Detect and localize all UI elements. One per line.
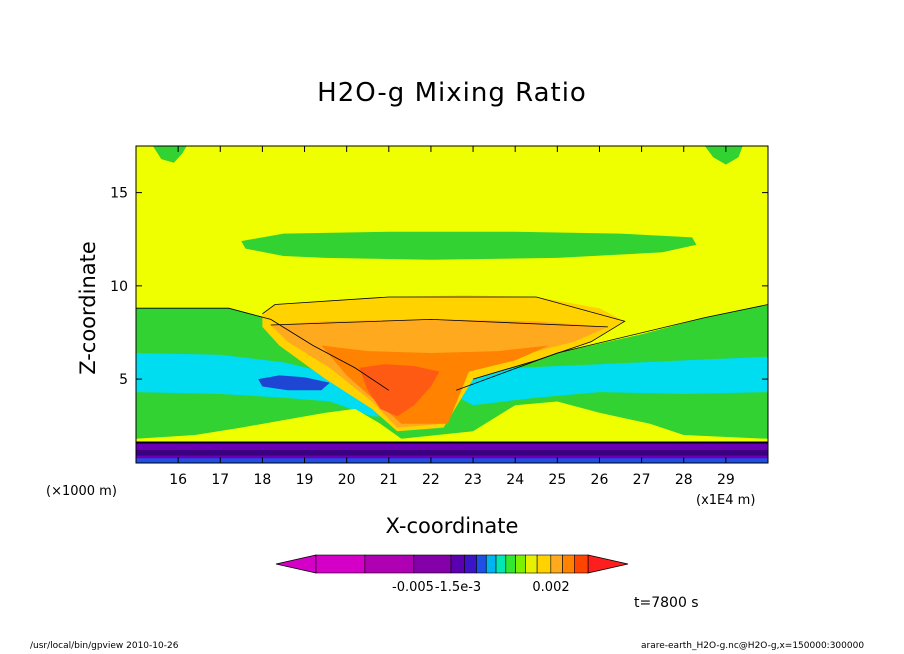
chart-title: H2O-g Mixing Ratio — [317, 78, 587, 108]
x-tick-label: 26 — [591, 472, 609, 488]
y-axis-label: Z-coordinate — [76, 241, 100, 375]
colorbar-bin — [525, 554, 538, 574]
colorbar-arrow-right — [587, 554, 629, 574]
colorbar-tick-label: -0.005 — [392, 580, 434, 595]
x-tick-label: 17 — [211, 472, 229, 488]
colorbar-bin — [485, 554, 497, 574]
region-surface-blue — [136, 458, 768, 463]
colorbar-bin — [315, 554, 366, 574]
x-axis-ticks: 16 17 18 19 20 21 22 23 24 25 26 27 28 29 — [169, 146, 735, 488]
x-tick-label: 20 — [338, 472, 356, 488]
x-tick-label: 21 — [380, 472, 398, 488]
region-top-patch-right — [704, 146, 743, 165]
y-tick-label: 10 — [110, 279, 128, 295]
colorbar-bin — [476, 554, 487, 574]
colorbar-bin — [536, 554, 552, 574]
region-core-orange — [321, 345, 549, 424]
contour-line-4 — [456, 304, 768, 391]
colorbar-bin — [413, 554, 452, 574]
x-tick-label: 22 — [422, 472, 440, 488]
contour-line-3 — [136, 307, 390, 391]
colorbar-tick-label: 0.002 — [532, 580, 569, 595]
time-label: t=7800 s — [634, 595, 699, 611]
x-tick-label: 19 — [296, 472, 314, 488]
colorbar-bin — [450, 554, 466, 574]
colorbar-bin — [550, 554, 563, 574]
y-tick-label: 5 — [119, 372, 128, 388]
y-axis-ticks: 5 10 15 — [110, 186, 768, 388]
footer-right-text: arare-earth_H2O-g.nc@H2O-g,x=150000:3000… — [641, 641, 865, 651]
x-unit-label: (×1000 m) — [46, 484, 117, 499]
colorbar-bin — [574, 554, 589, 574]
y-tick-label: 15 — [110, 186, 128, 202]
x-tick-label: 25 — [548, 472, 566, 488]
colorbar-bin — [505, 554, 516, 574]
region-upper-green-band — [241, 231, 697, 260]
colorbar-bin — [515, 554, 526, 574]
x-tick-label: 24 — [506, 472, 524, 488]
x-tick-label: 29 — [717, 472, 735, 488]
region-surface-dark — [136, 449, 768, 456]
x-tick-label: 16 — [169, 472, 187, 488]
x-tick-label: 23 — [464, 472, 482, 488]
footer-left-text: /usr/local/bin/gpview 2010-10-26 — [30, 641, 179, 651]
region-blue-core — [258, 375, 330, 391]
colorbar-arrow-left — [275, 554, 317, 574]
colorbar-tick-label: -1.5e-3 — [435, 580, 481, 595]
x-tick-label: 18 — [253, 472, 271, 488]
plot-frame — [135, 145, 769, 464]
colorbar-bin — [562, 554, 575, 574]
contour-line-2 — [270, 318, 608, 328]
colorbar-bin — [495, 554, 507, 574]
x-tick-label: 28 — [675, 472, 693, 488]
x-tick-label: 27 — [633, 472, 651, 488]
colorbar: -0.005 -1.5e-3 0.002 — [275, 554, 629, 595]
contour-plot-area — [136, 146, 768, 463]
region-cyan-band-right — [452, 356, 768, 406]
colorbar-bin — [364, 554, 415, 574]
x-axis-label: X-coordinate — [385, 514, 519, 538]
colorbar-bin — [464, 554, 477, 574]
region-core-red — [359, 364, 440, 417]
x-scale-label: (x1E4 m) — [696, 493, 756, 508]
region-lower-yellow-belt — [136, 401, 768, 445]
